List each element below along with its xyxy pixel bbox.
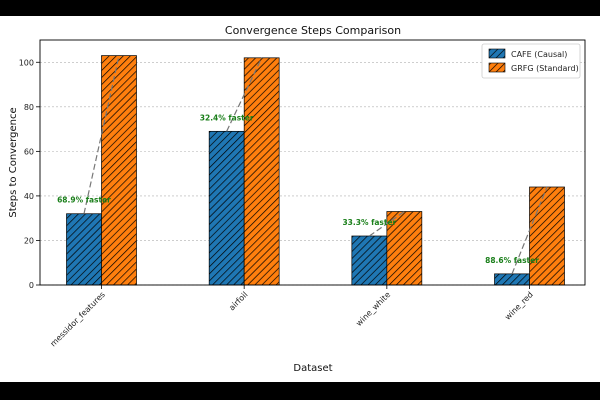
improvement-connector: [226, 57, 263, 132]
x-axis-label: Dataset: [293, 363, 332, 374]
x-tick-label: wine_red: [503, 290, 535, 322]
improvement-label: 32.4% faster: [200, 113, 254, 122]
plot-frame: [39, 39, 586, 286]
legend-swatch-grfg: [488, 62, 506, 73]
improvement-label: 88.6% faster: [485, 256, 539, 265]
improvement-label: 33.3% faster: [342, 218, 396, 227]
legend-frame: [481, 43, 581, 79]
y-axis: 0 20 40 60 80 100: [19, 58, 40, 290]
bar-cafe-wine-white: [351, 235, 388, 286]
bar-cafe-airfoil: [208, 130, 245, 286]
y-tick-label: 20: [24, 236, 34, 245]
bar-grfg-airfoil: [243, 57, 280, 286]
legend-swatch-cafe: [488, 48, 506, 59]
bar-grfg-wine-red: [529, 186, 565, 286]
x-tick-label: messidor_features: [49, 290, 107, 348]
chart-figure: Convergence Steps Comparison 68.9% faste…: [0, 16, 600, 382]
x-axis: messidor_features airfoil wine_white wine_r…: [49, 285, 535, 348]
improvement-label: 68.9% faster: [57, 196, 111, 205]
legend: CAFE (Causal) GRFG (Standard): [481, 43, 581, 79]
improvement-connector: [511, 186, 548, 275]
legend-label-grfg: GRFG (Standard): [511, 64, 579, 73]
bar-grfg-wine-white: [386, 211, 423, 286]
y-tick-label: 0: [29, 281, 34, 290]
x-tick-label: wine_white: [354, 290, 392, 328]
bar-cafe-wine-red: [494, 273, 530, 286]
chart-title: Convergence Steps Comparison: [225, 24, 401, 37]
annotations: 68.9% faster 32.4% faster 33.3% faster 88.6…: [57, 55, 548, 275]
x-tick-label: airfoil: [227, 290, 249, 312]
y-tick-label: 60: [24, 147, 34, 156]
improvement-connector: [368, 211, 405, 237]
y-tick-label: 80: [24, 103, 34, 112]
y-tick-label: 40: [24, 192, 34, 201]
y-tick-label: 100: [19, 58, 34, 67]
y-axis-label: Steps to Convergence: [8, 107, 19, 217]
bar-cafe-messidor-features: [66, 213, 102, 286]
bar-grfg-messidor-features: [101, 55, 137, 286]
chart: Convergence Steps Comparison 68.9% faste…: [8, 24, 586, 374]
bars: [66, 55, 565, 286]
legend-label-cafe: CAFE (Causal): [511, 50, 567, 59]
